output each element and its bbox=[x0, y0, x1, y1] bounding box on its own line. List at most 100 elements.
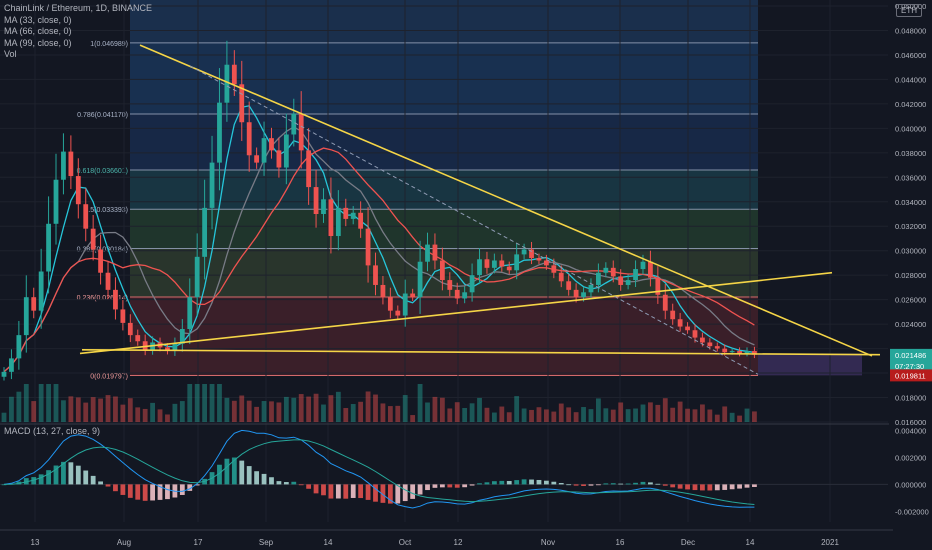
macd-histogram-bar bbox=[127, 484, 133, 498]
volume-bar bbox=[373, 394, 378, 422]
fib-zone bbox=[130, 42, 758, 115]
volume-bar bbox=[23, 384, 29, 422]
volume-bar bbox=[231, 400, 237, 422]
volume-bar bbox=[313, 393, 319, 422]
candle-body bbox=[224, 64, 230, 103]
volume-bar bbox=[16, 391, 22, 422]
macd-histogram-bar bbox=[596, 484, 601, 486]
volume-bar bbox=[454, 402, 460, 422]
macd-histogram-bar bbox=[752, 484, 757, 487]
price-axis[interactable]: 0.0160000.0180000.0200000.0240000.026000… bbox=[889, 0, 932, 550]
volume-bar bbox=[685, 408, 690, 422]
volume-bar bbox=[603, 408, 609, 422]
macd-histogram-bar bbox=[662, 484, 668, 486]
candle-body bbox=[543, 260, 549, 266]
macd-histogram-bar bbox=[395, 484, 401, 504]
price-tick-label: 0.016000 bbox=[895, 418, 926, 427]
time-tick-label: 14 bbox=[324, 538, 333, 547]
current-price-badge bbox=[890, 348, 932, 373]
volume-bar bbox=[9, 396, 14, 422]
macd-tick-label: 0.000000 bbox=[895, 480, 926, 489]
candle-body bbox=[610, 267, 616, 277]
candle-body bbox=[75, 176, 81, 205]
macd-histogram-bar bbox=[499, 480, 505, 485]
ma2-legend[interactable]: MA (66, close, 0) bbox=[4, 26, 72, 36]
candle-body bbox=[254, 155, 260, 163]
volume-bar bbox=[648, 402, 653, 422]
moving-average-line bbox=[3, 105, 755, 373]
time-axis[interactable]: 13 Aug 17 Sep 14 Oct 12 Nov 16 Dec 14 2021 bbox=[0, 529, 893, 547]
volume-bar bbox=[499, 406, 505, 422]
candle-body bbox=[165, 347, 170, 352]
macd-legend[interactable]: MACD (13, 27, close, 9) bbox=[4, 426, 101, 436]
candle-body bbox=[231, 64, 237, 85]
macd-histogram-bar bbox=[135, 484, 141, 500]
candle-body bbox=[700, 337, 705, 343]
candle-body bbox=[662, 294, 668, 311]
volume-bar bbox=[75, 397, 81, 422]
candle-body bbox=[677, 319, 683, 327]
macd-histogram-bar bbox=[506, 480, 512, 485]
macd-histogram-bar bbox=[573, 484, 579, 486]
volume-bar bbox=[217, 384, 222, 422]
macd-histogram-bar bbox=[365, 484, 371, 500]
candle-body bbox=[120, 309, 126, 323]
ma1-legend[interactable]: MA (33, close, 0) bbox=[4, 14, 72, 25]
symbol-title[interactable]: ChainLink / Ethereum, 1D, BINANCE bbox=[4, 3, 153, 13]
macd-histogram-bar bbox=[737, 484, 742, 489]
candle-body bbox=[298, 113, 304, 151]
macd-histogram-bar bbox=[700, 484, 705, 491]
candle-body bbox=[9, 358, 14, 372]
macd-histogram-bar bbox=[722, 484, 728, 490]
macd-histogram-bar bbox=[291, 481, 297, 485]
volume-bar bbox=[640, 404, 646, 422]
candle-body bbox=[410, 293, 416, 298]
macd-histogram-bar bbox=[640, 481, 646, 485]
candle-body bbox=[217, 102, 222, 163]
candle-body bbox=[276, 150, 282, 168]
volume-bar bbox=[737, 415, 742, 422]
volume-bar bbox=[61, 400, 66, 422]
horizontal-support bbox=[81, 349, 881, 356]
macd-histogram-bar bbox=[566, 484, 572, 486]
price-tick-label: 0.030000 bbox=[895, 247, 926, 256]
fib-zone bbox=[130, 0, 758, 43]
candle-body bbox=[90, 228, 96, 250]
macd-histogram-bar bbox=[358, 484, 364, 499]
volume-bar bbox=[68, 396, 74, 422]
macd-histogram-bar bbox=[179, 484, 185, 495]
currency-badge[interactable]: ETH bbox=[896, 4, 922, 17]
macd-histogram-bar bbox=[536, 479, 542, 485]
macd-histogram-bar bbox=[625, 483, 631, 485]
macd-histogram-bar bbox=[306, 484, 312, 489]
volume-bar bbox=[714, 414, 720, 422]
macd-histogram-bar bbox=[603, 483, 609, 485]
candle-body bbox=[46, 223, 51, 272]
macd-histogram-bar bbox=[729, 484, 735, 490]
candle-body bbox=[521, 249, 527, 255]
volume-bar bbox=[484, 407, 490, 422]
volume-bar bbox=[165, 414, 170, 422]
volume-bar bbox=[53, 384, 59, 422]
volume-bar bbox=[98, 398, 103, 422]
macd-histogram-bar bbox=[157, 484, 163, 500]
macd-histogram-bar bbox=[194, 484, 200, 486]
macd-histogram-bar bbox=[610, 483, 616, 485]
ma3-legend[interactable]: MA (99, close, 0) bbox=[4, 37, 72, 48]
fib-zone bbox=[130, 114, 758, 170]
price-tick-label: 0.038000 bbox=[895, 149, 926, 158]
volume-bar bbox=[514, 396, 520, 422]
volume-bar bbox=[425, 402, 430, 422]
candle-body bbox=[454, 289, 460, 299]
macd-histogram-bar bbox=[1, 484, 7, 486]
target-zone bbox=[758, 353, 862, 376]
volume-bar bbox=[113, 396, 118, 422]
candle-body bbox=[536, 258, 542, 261]
candle-body bbox=[566, 281, 572, 290]
time-tick-label: 13 bbox=[31, 538, 40, 547]
price-tick-label: 0.044000 bbox=[895, 75, 926, 84]
macd-histogram-bar bbox=[298, 484, 304, 486]
volume-legend[interactable]: Vol bbox=[4, 49, 17, 59]
candle-body bbox=[31, 297, 37, 311]
volume-bar bbox=[670, 407, 676, 422]
